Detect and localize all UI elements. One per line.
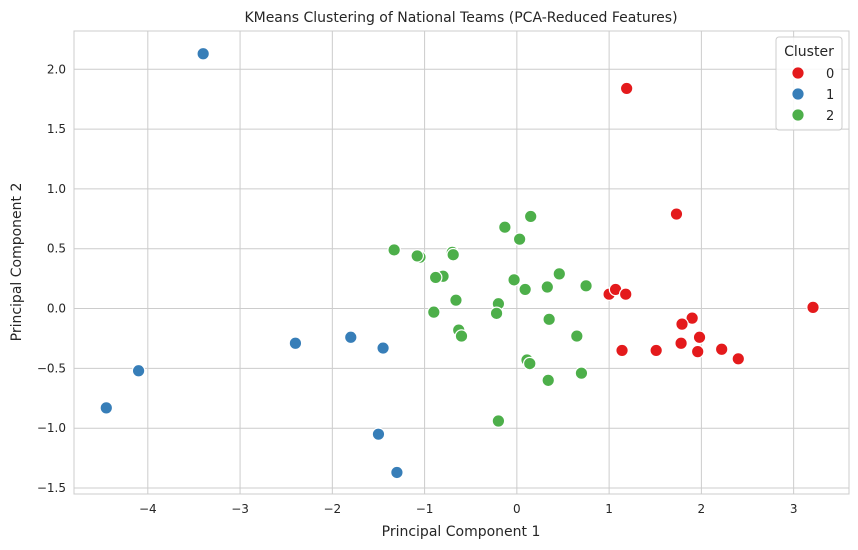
legend-box (775, 36, 843, 131)
chart-title: KMeans Clustering of National Teams (PCA… (244, 10, 677, 26)
x-tick-label: −3 (231, 502, 249, 516)
cluster-2-point (542, 312, 556, 327)
cluster-2-point (523, 209, 538, 224)
cluster-2-point (570, 329, 584, 343)
cluster-0-point (619, 81, 634, 96)
y-tick-label: −0.5 (37, 361, 66, 375)
y-tick-label: 1.5 (47, 122, 66, 136)
x-tick-label: −4 (139, 502, 157, 516)
cluster-0-point (714, 342, 729, 357)
cluster-2-point (491, 414, 506, 428)
cluster-2-point (540, 280, 555, 294)
cluster-2-point (387, 243, 401, 257)
cluster-0-point (618, 287, 633, 302)
cluster-2-point (574, 366, 589, 380)
cluster-0-point (690, 344, 705, 359)
y-axis-label: Principal Component 2 (9, 183, 25, 342)
cluster-0-point (674, 336, 688, 351)
y-tick-label: 2.0 (47, 62, 66, 76)
y-tick-label: −1.5 (37, 481, 66, 495)
cluster-0-point (615, 343, 629, 358)
legend-label-2: 2 (826, 109, 834, 124)
cluster-1-point (371, 427, 386, 441)
legend-label-1: 1 (826, 88, 834, 103)
legend-marker-0 (791, 66, 805, 80)
cluster-1-point (196, 46, 210, 61)
x-axis-label: Principal Component 1 (382, 524, 541, 540)
cluster-2-point (427, 305, 441, 319)
x-tick-label: 1 (605, 502, 613, 516)
cluster-2-point (446, 247, 460, 262)
cluster-2-point (507, 273, 521, 287)
x-tick-label: 3 (790, 502, 798, 516)
y-tick-label: −1.0 (37, 421, 66, 435)
cluster-0-point (685, 311, 699, 325)
legend-title: Cluster (784, 44, 834, 60)
grid-lines (74, 31, 849, 494)
cluster-2-point (449, 293, 463, 307)
y-tick-label: 0.5 (47, 242, 66, 256)
cluster-1-point (131, 363, 146, 378)
legend: Cluster 0 1 2 (775, 36, 843, 131)
cluster-2-point (498, 220, 512, 235)
legend-marker-2 (791, 108, 805, 122)
cluster-2-point (489, 306, 504, 321)
legend-marker-1 (791, 87, 805, 101)
cluster-2-point (579, 279, 593, 293)
cluster-2-point (410, 249, 425, 263)
x-tick-label: −2 (323, 502, 341, 516)
cluster-0-point (731, 352, 746, 366)
cluster-0-point (675, 317, 689, 331)
cluster-2-point (522, 356, 537, 371)
tick-labels: −4 −3 −2 −1 0 1 2 3 −1.5 −1.0 −0.5 0.0 0.5 1.0 1.5 2.0 (37, 62, 798, 516)
cluster-0-point (649, 343, 663, 358)
x-tick-label: 0 (513, 502, 521, 516)
y-tick-label: 1.0 (47, 182, 66, 196)
cluster-1-point (99, 401, 114, 415)
cluster-1-point (390, 465, 404, 480)
plot-area (73, 30, 850, 495)
legend-label-0: 0 (826, 67, 834, 82)
x-tick-label: −1 (416, 502, 434, 516)
cluster-0-point (669, 207, 684, 221)
cluster-0-point (692, 330, 707, 345)
cluster-2-point (541, 373, 556, 388)
x-tick-label: 2 (698, 502, 706, 516)
cluster-1-point (288, 336, 303, 351)
cluster-2-point (518, 282, 532, 297)
cluster-2-point (552, 267, 567, 281)
data-points (99, 46, 820, 480)
cluster-2-point (512, 232, 527, 246)
cluster-1-point (376, 341, 390, 355)
cluster-2-point (428, 270, 443, 285)
cluster-1-point (343, 330, 358, 345)
cluster-0-point (806, 300, 820, 315)
cluster-2-point (454, 329, 469, 343)
y-tick-label: 0.0 (47, 302, 66, 316)
